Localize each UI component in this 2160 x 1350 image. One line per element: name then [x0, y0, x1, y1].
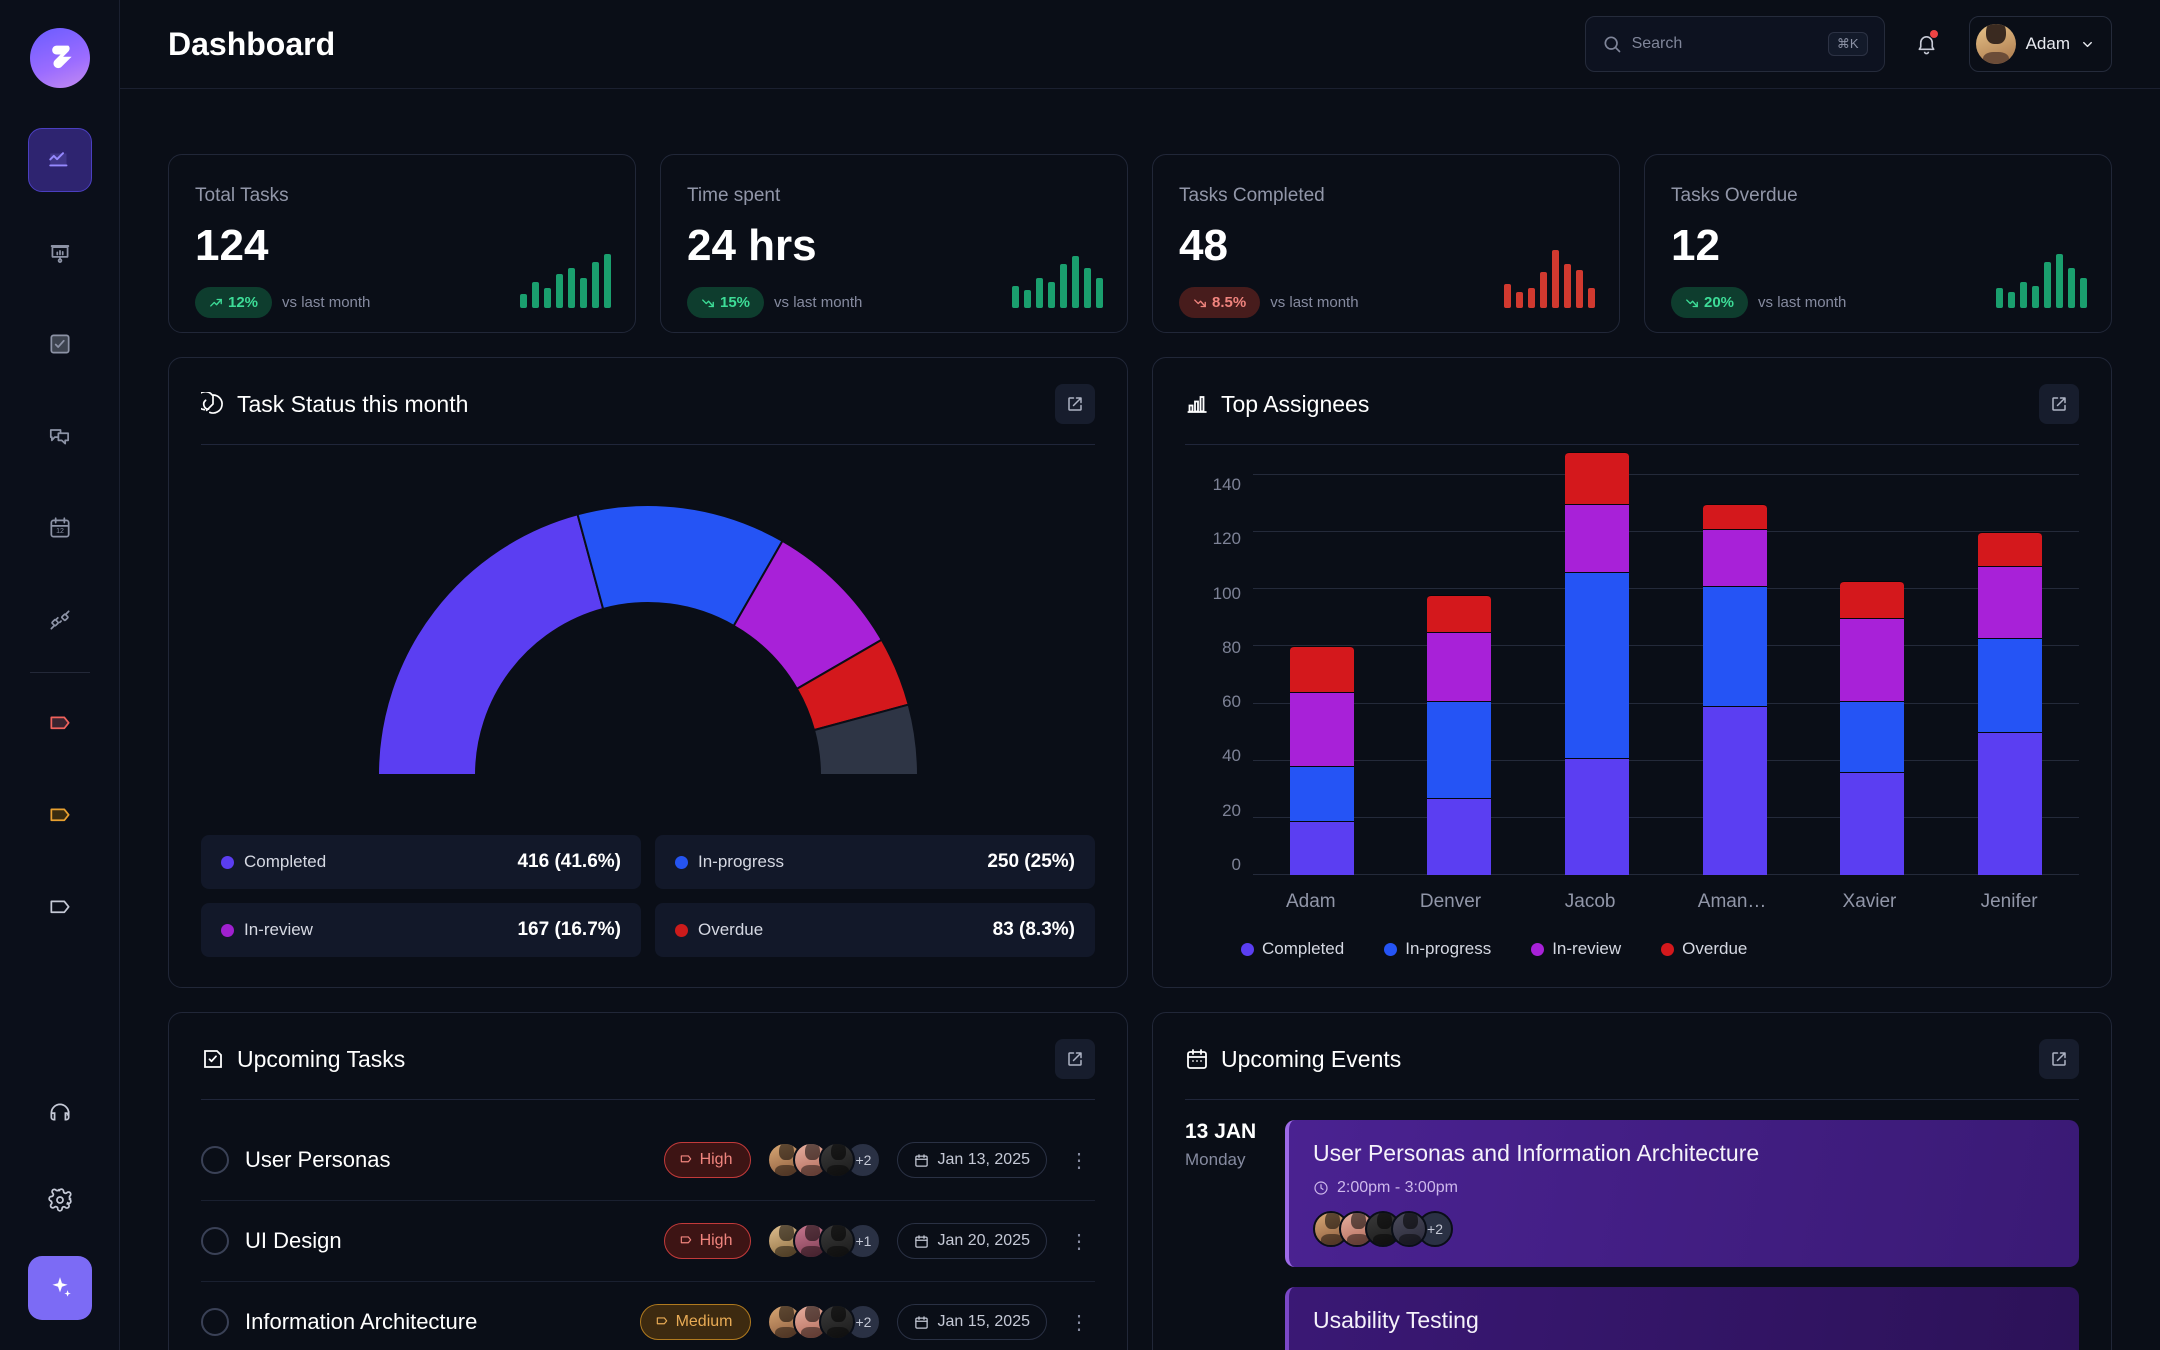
svg-text:12: 12	[56, 528, 64, 535]
